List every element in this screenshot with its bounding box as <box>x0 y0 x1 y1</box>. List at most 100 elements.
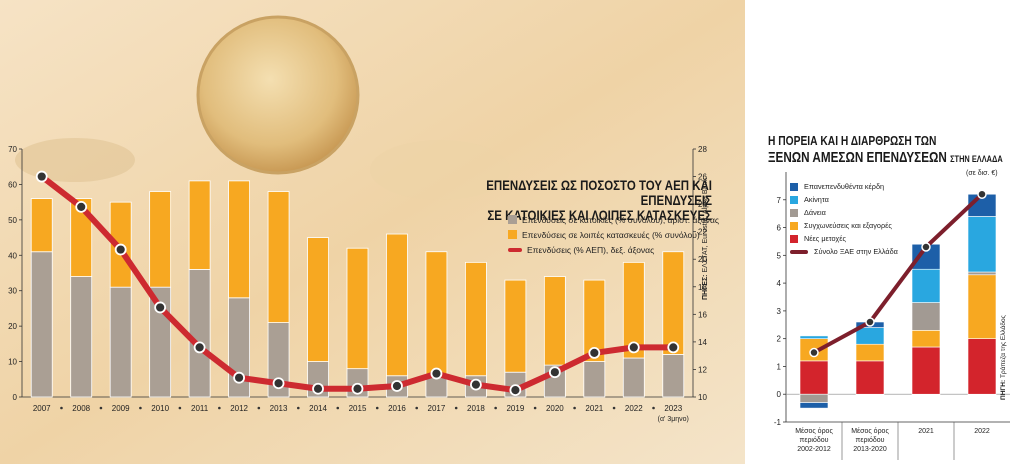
investment-gdp-point <box>627 341 640 354</box>
x-axis-tick-label: 2015 <box>349 404 367 413</box>
bar-other-construction <box>425 251 448 377</box>
legend2-item-realestate: Ακίνητα <box>790 193 898 206</box>
x-axis-tick-label: 2020 <box>546 404 564 413</box>
fdi-total-line <box>812 192 984 355</box>
bar-new-shares <box>799 360 829 395</box>
bar-other-construction <box>228 180 250 299</box>
legend-label-other-construction: Επενδύσεις σε λοιπές κατασκευές (% συνόλ… <box>522 229 700 240</box>
x-axis-tick-label: 2009 <box>112 404 130 413</box>
right-axis-tick-label: 28 <box>698 145 707 154</box>
legend-item-other-construction: Επενδύσεις σε λοιπές κατασκευές (% συνόλ… <box>508 227 719 242</box>
right-axis-tick-label: 10 <box>698 393 707 402</box>
bar-loans <box>799 393 829 403</box>
investment-gdp-point <box>588 347 601 359</box>
x-axis-separator-dot <box>533 406 537 410</box>
bar-real-estate <box>799 335 829 339</box>
legend2-label-newshares: Νέες μετοχές <box>804 234 847 243</box>
chart1-title: ΕΠΕΝΔΥΣΕΙΣ ΩΣ ΠΟΣΟΣΤΟ ΤΟΥ ΑΕΠ ΚΑΙ ΕΠΕΝΔΥ… <box>463 178 712 223</box>
investment-gdp-point <box>75 200 88 213</box>
bar-new-shares <box>855 360 885 395</box>
right-axis-tick-label: 24 <box>698 200 707 209</box>
bar-residential <box>662 354 685 398</box>
investment-gdp-point <box>430 367 443 380</box>
x-axis-category-note: (α' 3μηνο) <box>658 416 689 423</box>
left-axis-tick-label: 60 <box>8 180 17 189</box>
chart2-x-tick-label: περιόδου <box>800 436 829 444</box>
right-axis-tick-label: 26 <box>698 173 707 182</box>
bar-residential <box>622 357 645 398</box>
bar-other-construction <box>307 237 329 362</box>
investment-gdp-point <box>667 341 680 354</box>
left-axis-tick-label: 50 <box>8 216 17 225</box>
legend-label-residential: Επενδύσεις σε κατοικίες (% συνόλου), αρι… <box>522 214 719 225</box>
chart2-source-text: Τράπεζα της Ελλάδος <box>1000 315 1007 379</box>
right-axis-tick-label: 18 <box>698 283 707 292</box>
x-axis-separator-dot <box>454 406 458 410</box>
right-axis-tick-label: 22 <box>698 228 707 237</box>
fdi-total-point <box>977 189 987 199</box>
chart1-title-line1: ΕΠΕΝΔΥΣΕΙΣ ΩΣ ΠΟΣΟΣΤΟ ΤΟΥ ΑΕΠ ΚΑΙ ΕΠΕΝΔΥ… <box>486 177 712 208</box>
x-axis-separator-dot <box>494 406 497 410</box>
right-axis-tick-label: 20 <box>698 255 707 264</box>
legend2-label-realestate: Ακίνητα <box>804 195 829 204</box>
x-axis-separator-dot <box>612 406 616 410</box>
chart2-y-tick-label: 7 <box>777 196 782 205</box>
fdi-chart: -1 0 1 2 3 4 5 6 7 Μέσος όρος περιόδου 2002-2012 Μέσ… <box>748 0 1024 464</box>
bar-other-construction <box>188 180 211 270</box>
legend2-item-total: Σύνολο ΞΑΕ στην Ελλάδα <box>790 245 898 258</box>
legend2-swatch-total <box>790 249 808 254</box>
chart2-x-tick-label: 2021 <box>918 428 934 435</box>
legend2-item-newshares: Νέες μετοχές <box>790 232 898 245</box>
investment-gdp-point <box>391 380 403 392</box>
x-axis-separator-dot <box>139 406 142 410</box>
left-axis-tick-label: 10 <box>8 358 17 367</box>
chart2-y-tick-label: 4 <box>777 279 782 288</box>
bar-real-estate <box>855 327 885 345</box>
bar-other-construction <box>662 251 685 355</box>
investment-gdp-point <box>548 366 561 379</box>
legend2-item-mergers: Συγχωνεύσεις και εξαγορές <box>790 219 898 232</box>
legend-swatch-investment-gdp <box>508 247 522 252</box>
chart2-unit: (σε δισ. €) <box>966 170 998 177</box>
legend-label-investment-gdp: Επενδύσεις (% ΑΕΠ), δεξ. άξονας <box>527 244 655 255</box>
legend-swatch-other-construction <box>508 230 517 239</box>
chart1-source: ΠΗΓΕΣ: ΕΛΣΤΑΤ, Eurostat, Alpha Bank <box>702 178 709 300</box>
x-axis-tick-label: 2022 <box>625 404 643 413</box>
left-axis-tick-label: 20 <box>8 322 17 331</box>
chart1-title-line2: ΣΕ ΚΑΤΟΙΚΙΕΣ ΚΑΙ ΛΟΙΠΕΣ ΚΑΤΑΣΚΕΥΕΣ <box>487 207 712 223</box>
chart1-legend: Επενδύσεις σε κατοικίες (% συνόλου), αρι… <box>508 212 719 257</box>
investment-gdp-point <box>233 371 245 384</box>
chart2-legend: Επανεπενδυθέντα κέρδη Ακίνητα Δάνεια Συγ… <box>790 180 898 258</box>
investment-gdp-point <box>312 382 324 395</box>
bar-residential <box>188 269 211 398</box>
legend2-label-total: Σύνολο ΞΑΕ στην Ελλάδα <box>814 247 898 256</box>
investment-gdp-point <box>193 341 206 354</box>
x-axis-separator-dot <box>99 406 103 410</box>
legend-item-residential: Επενδύσεις σε κατοικίες (% συνόλου), αρι… <box>508 212 719 227</box>
x-axis-separator-dot <box>652 406 655 410</box>
x-axis-separator-dot <box>257 406 261 410</box>
chart2-y-tick-label: 6 <box>777 224 782 233</box>
investment-gdp-point <box>154 301 167 314</box>
bar-residential <box>30 251 53 398</box>
bar-new-shares <box>911 346 941 395</box>
bar-other-construction <box>267 191 290 323</box>
bar-mergers <box>911 330 941 348</box>
bar-other-construction <box>149 191 172 288</box>
chart2-title-line1: Η ΠΟΡΕΙΑ ΚΑΙ Η ΔΙΑΡΘΡΩΣΗ ΤΩΝ <box>768 134 937 148</box>
right-axis-tick-label: 16 <box>698 310 707 319</box>
x-axis-separator-dot <box>415 406 419 410</box>
legend-swatch-residential <box>508 215 517 224</box>
x-axis-separator-dot <box>573 406 576 410</box>
left-axis-tick-label: 70 <box>8 145 17 154</box>
investment-gdp-point <box>272 377 285 390</box>
chart2-x-tick-label: 2002-2012 <box>797 446 831 453</box>
x-axis-tick-label: 2011 <box>191 404 209 413</box>
investment-gdp-point <box>114 243 127 256</box>
x-axis-tick-label: 2016 <box>388 404 406 413</box>
fdi-total-point <box>865 317 875 327</box>
chart2-source-label: ΠΗΓΗ: <box>1000 379 1007 400</box>
chart2-x-tick-label: 2013-2020 <box>853 446 887 453</box>
legend2-label-mergers: Συγχωνεύσεις και εξαγορές <box>804 221 892 230</box>
